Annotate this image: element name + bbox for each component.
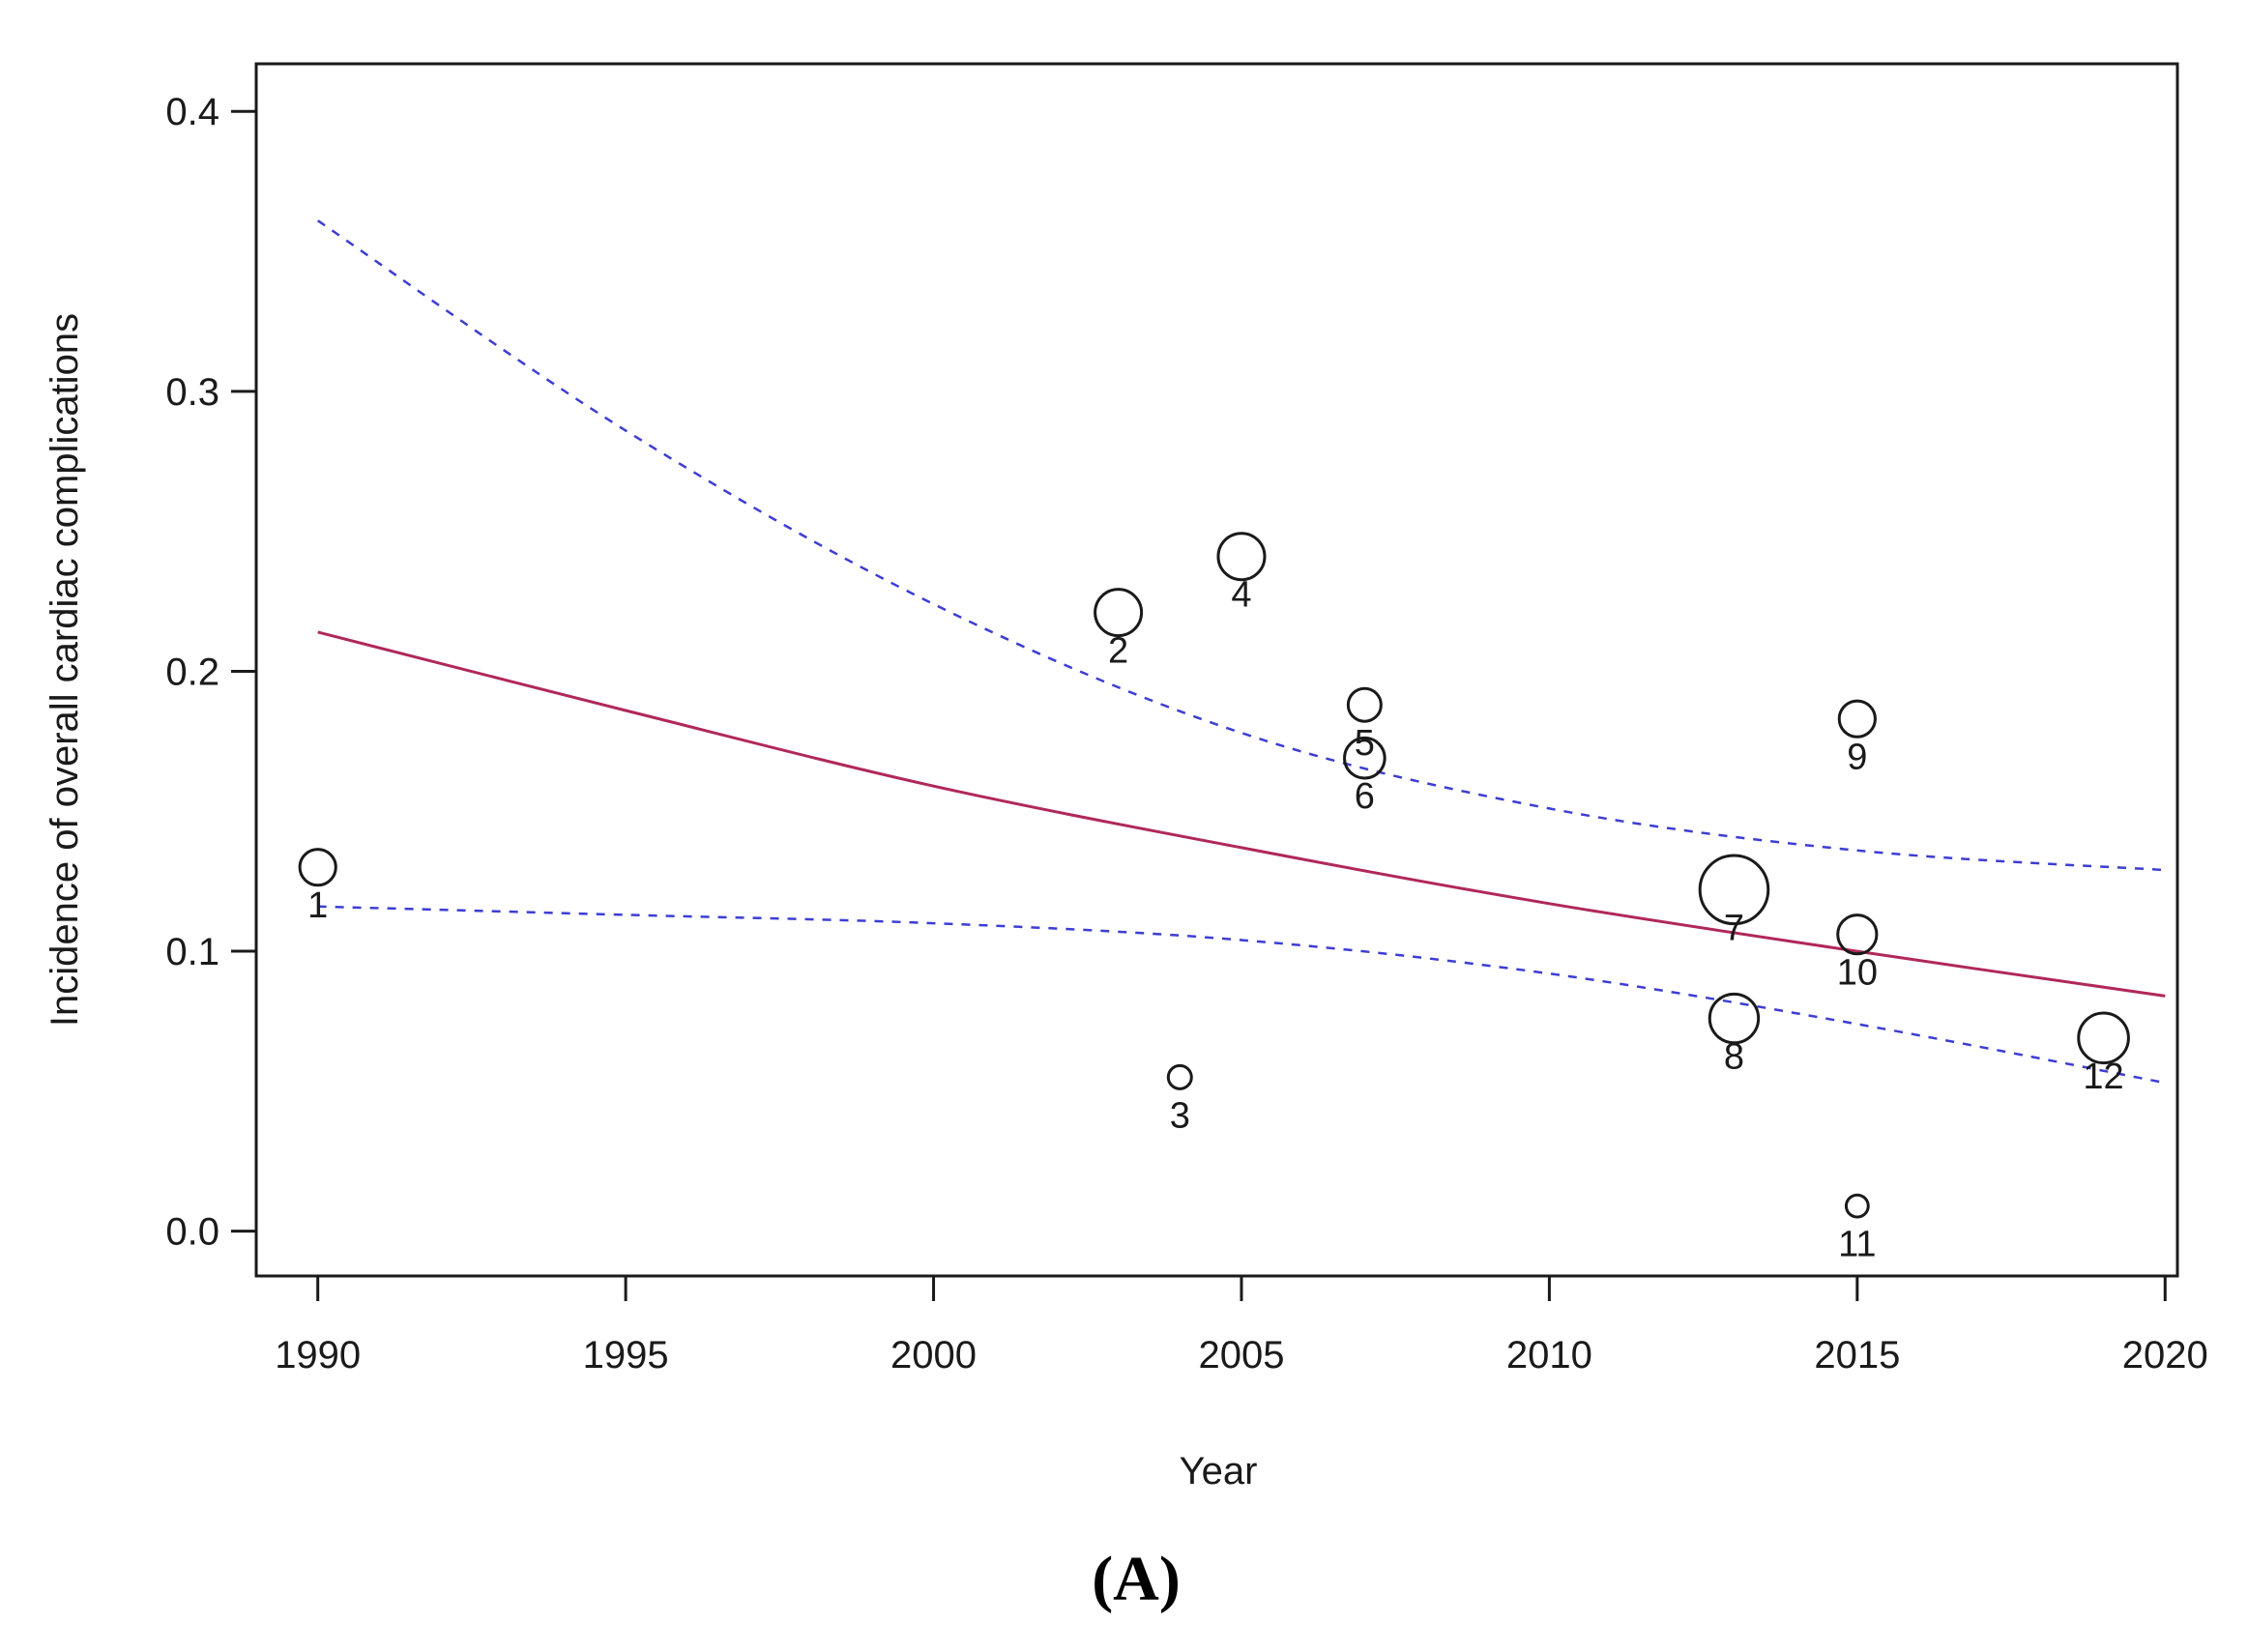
x-tick-label: 2010 (1506, 1334, 1592, 1377)
study-point (1836, 913, 1879, 956)
study-point-label: 6 (1355, 776, 1375, 817)
study-point (1216, 532, 1267, 582)
study-point-label: 3 (1170, 1095, 1190, 1136)
study-point (1708, 992, 1761, 1045)
x-tick-label: 2005 (1198, 1334, 1284, 1377)
study-point-label: 4 (1231, 575, 1251, 616)
x-tick-label: 2000 (890, 1334, 977, 1377)
x-axis-title: Year (1180, 1450, 1258, 1493)
study-point-label: 11 (1838, 1225, 1876, 1265)
study-point-label: 12 (2083, 1057, 2123, 1097)
study-point (1094, 588, 1144, 638)
regression-fit-line (317, 630, 2166, 998)
y-axis-title: Incidence of overall cardiac complicatio… (44, 313, 86, 1027)
x-tick-label: 1990 (275, 1334, 361, 1377)
panel-label: (A) (1092, 1544, 1181, 1614)
study-point-label: 1 (307, 885, 328, 926)
x-tick-label: 1995 (583, 1334, 669, 1377)
study-point-label: 7 (1724, 908, 1744, 948)
study-point (1166, 1063, 1193, 1090)
study-point (1343, 736, 1387, 780)
study-point-label: 5 (1355, 723, 1375, 764)
fit-lines (316, 219, 2166, 1085)
y-tick-label: 0.0 (165, 1211, 219, 1254)
y-axis: 0.0 0.1 0.2 0.3 0.4 (165, 91, 258, 1254)
study-point-label: 8 (1724, 1037, 1744, 1078)
study-point-label: 2 (1108, 631, 1128, 672)
study-point (1837, 699, 1877, 739)
x-tick-label: 2015 (1814, 1334, 1900, 1377)
study-point (298, 848, 337, 887)
upper-95-ci-line (316, 219, 2166, 872)
study-point-label: 9 (1847, 738, 1867, 778)
x-tick-label: 2020 (2122, 1334, 2208, 1377)
y-tick-label: 0.2 (165, 651, 219, 693)
study-point (1346, 686, 1383, 723)
study-point (1698, 854, 1770, 926)
lower-95-ci-line (317, 905, 2166, 1085)
y-tick-label: 0.3 (165, 371, 219, 414)
y-tick-label: 0.4 (165, 91, 219, 133)
y-tick-label: 0.1 (165, 931, 219, 973)
plot-frame (254, 62, 2179, 1278)
study-point (2077, 1011, 2130, 1065)
study-point (1844, 1193, 1870, 1219)
x-axis: 1990 1995 2000 2005 2010 2015 2020 (275, 1274, 2208, 1377)
study-point-label: 10 (1837, 953, 1878, 994)
